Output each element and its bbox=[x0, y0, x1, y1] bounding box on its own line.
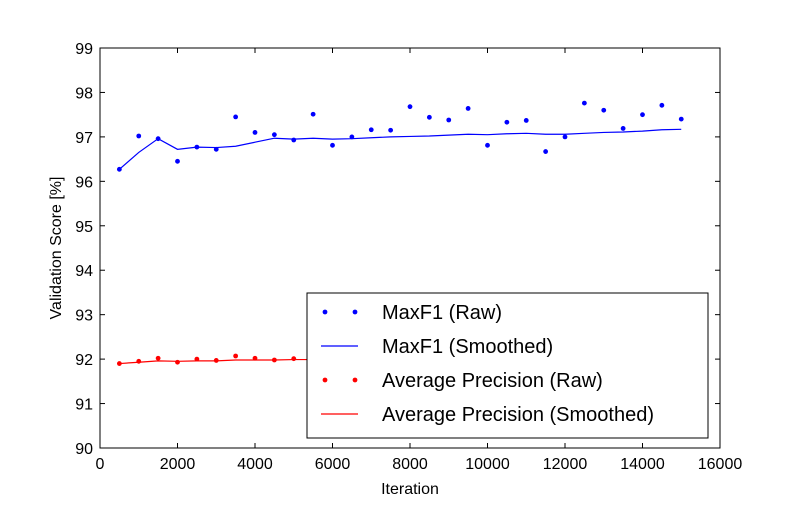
y-tick-label: 95 bbox=[75, 219, 93, 236]
legend-item: MaxF1 (Smoothed) bbox=[321, 336, 553, 358]
y-tick-label: 92 bbox=[75, 352, 93, 369]
y-axis-label: Validation Score [%] bbox=[48, 177, 65, 320]
legend-box bbox=[306, 292, 709, 439]
legend-point-marker bbox=[352, 377, 358, 383]
data-point bbox=[310, 111, 316, 117]
x-axis-label: Iteration bbox=[381, 481, 439, 498]
y-tick-label: 96 bbox=[75, 174, 93, 191]
legend-point-marker bbox=[352, 309, 358, 315]
data-point bbox=[233, 114, 239, 120]
legend-item: Average Precision (Raw) bbox=[322, 370, 603, 392]
legend-label: Average Precision (Smoothed) bbox=[382, 404, 654, 426]
data-point bbox=[155, 355, 161, 361]
x-tick-label: 16000 bbox=[698, 456, 743, 473]
legend-label: MaxF1 (Raw) bbox=[382, 302, 502, 324]
data-point bbox=[504, 119, 510, 125]
data-point bbox=[175, 158, 180, 164]
data-point bbox=[426, 114, 432, 120]
data-point bbox=[368, 127, 374, 133]
data-point bbox=[562, 134, 568, 140]
data-point bbox=[485, 142, 490, 148]
y-axis: 90 91 92 93 94 95 96 97 98 99 bbox=[75, 41, 720, 458]
legend-label: Average Precision (Raw) bbox=[382, 370, 603, 392]
data-point bbox=[523, 118, 529, 123]
data-point bbox=[330, 142, 335, 148]
data-point bbox=[136, 133, 142, 139]
legend-item: Average Precision (Smoothed) bbox=[321, 404, 654, 426]
y-tick-label: 99 bbox=[75, 41, 93, 58]
x-tick-label: 10000 bbox=[465, 456, 510, 473]
data-point bbox=[407, 104, 413, 110]
x-tick-label: 2000 bbox=[160, 456, 196, 473]
x-tick-label: 8000 bbox=[392, 456, 428, 473]
axes-layer: 0 2000 4000 6000 8000 10000 12000 14000 16000 90… bbox=[48, 41, 742, 498]
x-tick-label: 6000 bbox=[315, 456, 351, 473]
data-point bbox=[213, 146, 219, 152]
data-point bbox=[252, 130, 258, 135]
y-tick-label: 91 bbox=[75, 397, 93, 414]
legend-point-marker bbox=[322, 309, 328, 315]
plot-layer bbox=[116, 100, 684, 366]
legend-item: MaxF1 (Raw) bbox=[322, 302, 502, 324]
series-0 bbox=[116, 100, 684, 172]
x-tick-label: 14000 bbox=[620, 456, 665, 473]
y-tick-label: 97 bbox=[75, 130, 93, 147]
data-point bbox=[640, 112, 645, 118]
data-point bbox=[581, 100, 587, 106]
x-tick-label: 12000 bbox=[543, 456, 588, 473]
legend-point-marker bbox=[322, 377, 328, 383]
data-point bbox=[620, 126, 626, 131]
data-point bbox=[233, 353, 239, 359]
series-1 bbox=[118, 128, 682, 170]
data-point bbox=[136, 358, 142, 364]
y-tick-label: 98 bbox=[75, 85, 93, 102]
data-point bbox=[543, 149, 549, 154]
legend: MaxF1 (Raw) MaxF1 (Smoothed) Average Preci… bbox=[306, 292, 709, 439]
data-point bbox=[291, 137, 297, 143]
x-tick-label: 0 bbox=[96, 456, 105, 473]
data-point bbox=[601, 107, 607, 113]
data-point bbox=[465, 106, 471, 111]
data-point bbox=[446, 117, 452, 123]
data-point bbox=[291, 356, 297, 362]
data-point bbox=[388, 127, 394, 133]
y-tick-label: 90 bbox=[75, 441, 93, 458]
x-tick-label: 4000 bbox=[237, 456, 273, 473]
y-tick-label: 93 bbox=[75, 308, 93, 325]
data-point bbox=[659, 102, 665, 108]
x-axis: 0 2000 4000 6000 8000 10000 12000 14000 16000 bbox=[96, 48, 743, 473]
data-point bbox=[271, 132, 277, 138]
legend-items: MaxF1 (Raw) MaxF1 (Smoothed) Average Preci… bbox=[321, 302, 654, 426]
data-point bbox=[678, 116, 684, 122]
data-point bbox=[175, 359, 180, 365]
series-line bbox=[118, 128, 682, 170]
y-tick-label: 94 bbox=[75, 263, 93, 280]
legend-label: MaxF1 (Smoothed) bbox=[382, 336, 553, 358]
